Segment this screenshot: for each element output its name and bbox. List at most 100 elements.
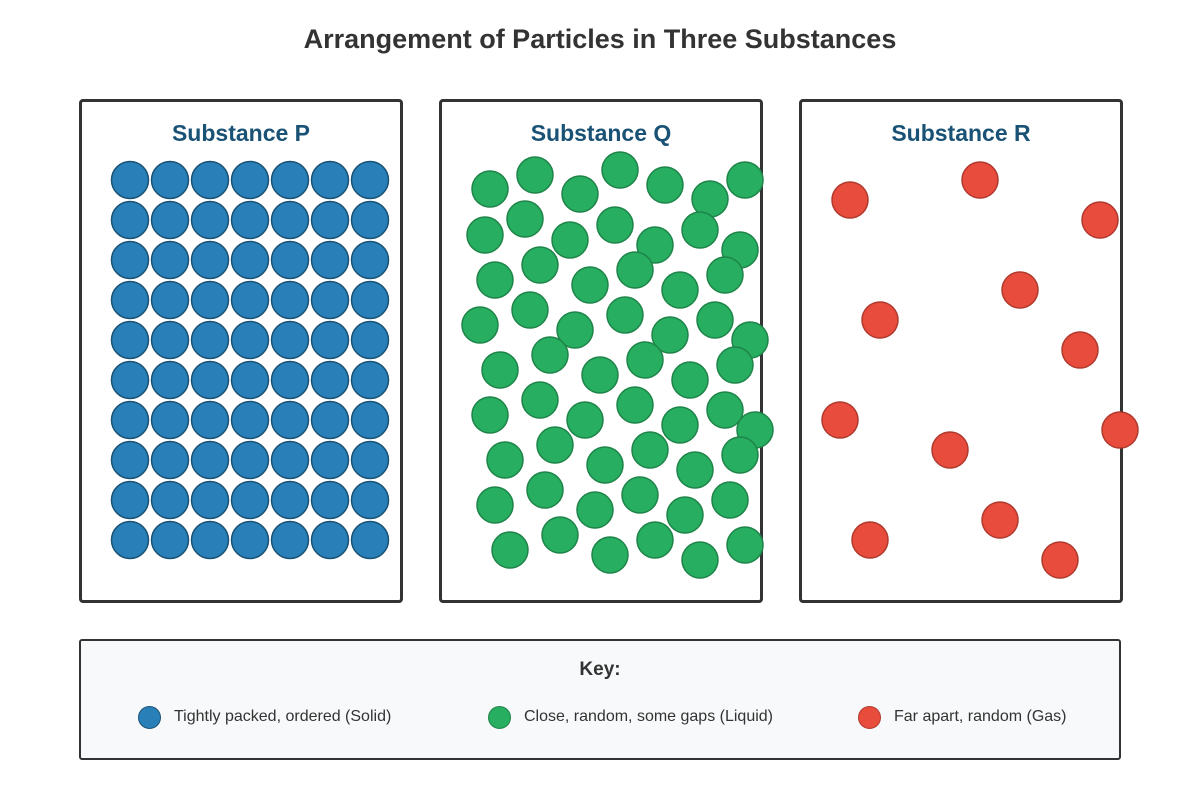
- liquid-particle: [471, 396, 509, 434]
- liquid-particle: [596, 206, 634, 244]
- liquid-particle: [511, 291, 549, 329]
- panel-title-substance-r: Substance R: [891, 120, 1031, 146]
- liquid-particle: [671, 361, 709, 399]
- solid-particle: [190, 240, 230, 280]
- liquid-particle: [516, 156, 554, 194]
- solid-particle: [350, 320, 390, 360]
- liquid-particle: [681, 211, 719, 249]
- solid-particle: [310, 400, 350, 440]
- key-label-gas: Far apart, random (Gas): [894, 708, 1067, 725]
- key-title: Key:: [579, 659, 621, 680]
- solid-particle: [190, 280, 230, 320]
- key-box: Key: Tightly packed, ordered (Solid) Clo…: [79, 639, 1121, 760]
- solid-particle: [230, 160, 270, 200]
- liquid-particle: [566, 401, 604, 439]
- liquid-particle: [521, 381, 559, 419]
- solid-particle: [110, 400, 150, 440]
- gas-particle: [861, 301, 899, 339]
- solid-particle: [150, 520, 190, 560]
- liquid-particle: [461, 306, 499, 344]
- liquid-particle: [636, 521, 674, 559]
- solid-particle: [230, 200, 270, 240]
- liquid-particle: [726, 526, 764, 564]
- liquid-particle: [726, 161, 764, 199]
- liquid-particle: [581, 356, 619, 394]
- solid-particle: [190, 440, 230, 480]
- panel-substance-p: Substance P: [79, 99, 403, 603]
- solid-particle: [230, 360, 270, 400]
- solid-particle: [230, 280, 270, 320]
- solid-particle: [270, 480, 310, 520]
- liquid-particle: [476, 486, 514, 524]
- panel-substance-r: Substance R: [799, 99, 1139, 603]
- liquid-particle: [571, 266, 609, 304]
- solid-particle: [350, 520, 390, 560]
- solid-particle: [270, 200, 310, 240]
- solid-particle: [350, 240, 390, 280]
- solid-particle: [190, 360, 230, 400]
- gas-particle: [1101, 411, 1139, 449]
- liquid-particle: [481, 351, 519, 389]
- solid-particle: [350, 400, 390, 440]
- liquid-particle: [696, 301, 734, 339]
- solid-particle: [190, 320, 230, 360]
- solid-particle: [270, 280, 310, 320]
- liquid-particle: [616, 251, 654, 289]
- solid-particle: [230, 480, 270, 520]
- solid-particle: [230, 240, 270, 280]
- gas-particle: [1081, 201, 1119, 239]
- liquid-particle: [621, 476, 659, 514]
- solid-particle: [150, 400, 190, 440]
- liquid-particle: [536, 426, 574, 464]
- liquid-particle: [586, 446, 624, 484]
- solid-particle: [150, 200, 190, 240]
- solid-particle: [190, 400, 230, 440]
- liquid-particle: [531, 336, 569, 374]
- solid-particle: [190, 160, 230, 200]
- solid-particle: [110, 480, 150, 520]
- liquid-particle: [681, 541, 719, 579]
- liquid-particle: [661, 271, 699, 309]
- liquid-particle: [646, 166, 684, 204]
- solid-particle: [310, 320, 350, 360]
- solid-particle: [190, 200, 230, 240]
- page-title: Arrangement of Particles in Three Substa…: [303, 24, 897, 54]
- solid-particle: [270, 520, 310, 560]
- solid-particle: [310, 280, 350, 320]
- liquid-particle: [466, 216, 504, 254]
- liquid-particle: [606, 296, 644, 334]
- solid-particle: [310, 240, 350, 280]
- solid-particle: [270, 360, 310, 400]
- liquid-particle: [576, 491, 614, 529]
- solid-particle: [310, 360, 350, 400]
- key-label-liquid: Close, random, some gaps (Liquid): [524, 708, 774, 725]
- gas-particle: [961, 161, 999, 199]
- gas-particle: [851, 521, 889, 559]
- panel-title-substance-q: Substance Q: [530, 120, 672, 146]
- liquid-particle: [486, 441, 524, 479]
- gas-particle: [1061, 331, 1099, 369]
- solid-particle: [110, 280, 150, 320]
- solid-particle: [270, 320, 310, 360]
- liquid-particle: [651, 316, 689, 354]
- solid-particle: [110, 200, 150, 240]
- liquid-particle-cluster: [461, 151, 774, 579]
- solid-particle: [350, 200, 390, 240]
- solid-particle: [350, 360, 390, 400]
- liquid-particle: [471, 170, 509, 208]
- solid-particle: [270, 160, 310, 200]
- solid-particle: [150, 440, 190, 480]
- solid-particle: [150, 240, 190, 280]
- liquid-particle: [616, 386, 654, 424]
- solid-particle: [110, 320, 150, 360]
- liquid-particle: [721, 436, 759, 474]
- solid-particle: [350, 440, 390, 480]
- gas-particle: [931, 431, 969, 469]
- liquid-particle: [661, 406, 699, 444]
- liquid-particle: [601, 151, 639, 189]
- solid-particle-grid: [110, 160, 390, 560]
- gas-particle: [1001, 271, 1039, 309]
- solid-particle: [110, 360, 150, 400]
- liquid-particle: [541, 516, 579, 554]
- liquid-particle: [716, 346, 754, 384]
